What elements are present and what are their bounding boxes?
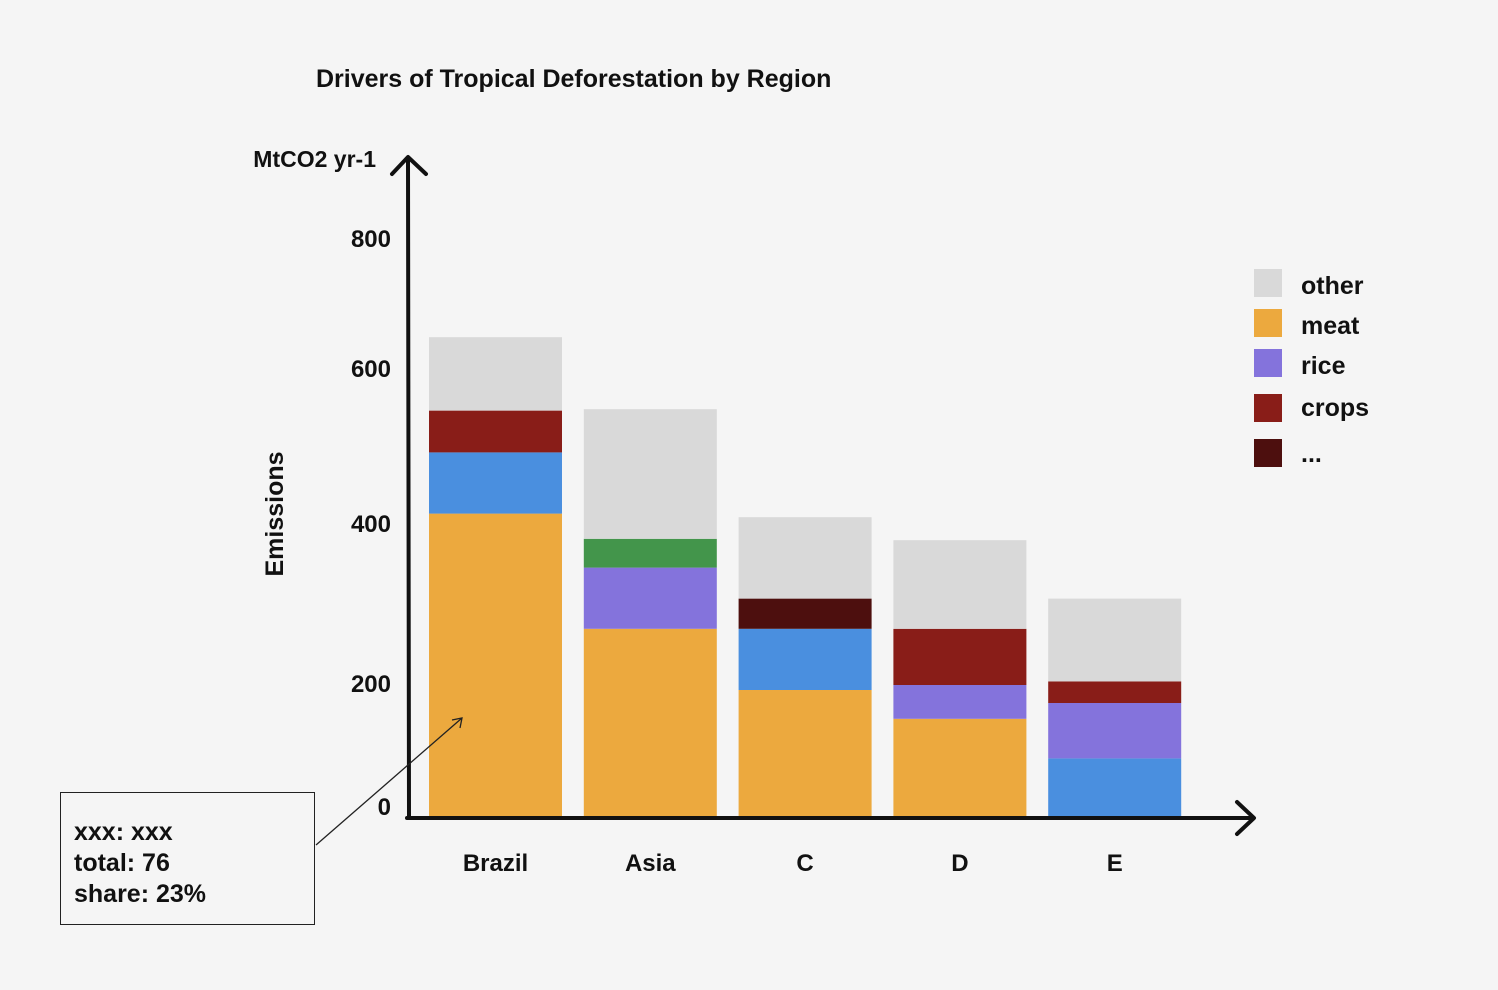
- tooltip-line-label: xxx: xxx: [74, 818, 173, 846]
- bar-segment-e-other[interactable]: [1048, 598, 1182, 682]
- bar-segment-e-rice[interactable]: [1048, 703, 1182, 759]
- legend-swatch: [1254, 349, 1282, 377]
- bar-group-asia: [583, 409, 717, 816]
- axes: [390, 155, 1256, 836]
- legend-item-meat: meat: [1254, 309, 1360, 340]
- x-tick-label-d: D: [951, 850, 968, 877]
- y-axis-unit: MtCO2 yr-1: [253, 146, 376, 172]
- legend-swatch: [1254, 394, 1282, 422]
- legend-label: crops: [1301, 394, 1369, 422]
- bar-group-d: [893, 540, 1027, 816]
- y-axis-line: [406, 158, 411, 820]
- x-tick-labels: Brazil Asia C D E: [463, 850, 1123, 877]
- y-tick-label-600: 600: [351, 356, 391, 383]
- bar-segment-c-meat[interactable]: [738, 690, 872, 816]
- y-tick-label-800: 800: [351, 226, 391, 253]
- annotation-leader: [315, 717, 463, 846]
- legend-item-crops: crops: [1254, 394, 1369, 422]
- x-tick-label-c: C: [796, 850, 813, 877]
- legend-label: ...: [1301, 440, 1322, 468]
- bar-segment-asia-series-4[interactable]: [583, 538, 717, 568]
- bar-segment-e-series-1[interactable]: [1048, 758, 1182, 816]
- y-tick-label-400: 400: [351, 511, 391, 538]
- y-tick-labels: 0 200 400 600 800: [351, 226, 391, 821]
- bar-group-brazil: [429, 337, 562, 816]
- bar-segment-d-other[interactable]: [893, 540, 1027, 629]
- legend-swatch: [1254, 439, 1282, 467]
- bar-segment-asia-other[interactable]: [583, 409, 717, 539]
- legend-label: meat: [1301, 312, 1360, 340]
- bar-segment-d-meat[interactable]: [893, 718, 1027, 816]
- legend-label: rice: [1301, 352, 1346, 380]
- bar-segment-c-other[interactable]: [738, 517, 872, 599]
- legend-swatch: [1254, 269, 1282, 297]
- legend-swatch: [1254, 309, 1282, 337]
- bar-segment-brazil-other[interactable]: [429, 337, 562, 411]
- bar-group-c: [738, 517, 872, 816]
- annotation-tooltip: xxx: xxx total: 76 share: 23%: [60, 792, 315, 925]
- bar-segment-d-crops[interactable]: [893, 628, 1027, 685]
- bar-segment-brazil-meat[interactable]: [429, 513, 562, 816]
- chart-title: Drivers of Tropical Deforestation by Reg…: [316, 65, 831, 93]
- bar-segment-asia-rice[interactable]: [583, 567, 717, 629]
- x-tick-label-brazil: Brazil: [463, 850, 528, 877]
- bar-group-e: [1048, 598, 1182, 816]
- annotation-leader-line: [315, 717, 463, 846]
- legend-item-rice: rice: [1254, 349, 1346, 380]
- bar-groups: [429, 337, 1182, 816]
- bar-segment-c-series-1[interactable]: [738, 628, 872, 690]
- bar-segment-brazil-crops[interactable]: [429, 410, 562, 453]
- legend-item-other: other: [1254, 269, 1364, 300]
- x-axis-arrow-icon: [1235, 800, 1256, 836]
- y-axis-arrow-icon: [390, 155, 428, 176]
- tooltip-line-total: total: 76: [74, 849, 170, 877]
- bar-segment-d-rice[interactable]: [893, 685, 1027, 719]
- bar-segment-e-crops[interactable]: [1048, 681, 1182, 703]
- x-tick-label-asia: Asia: [625, 850, 676, 877]
- y-axis-label: Emissions: [261, 451, 289, 576]
- legend-item-more: ...: [1254, 439, 1322, 468]
- legend: other meat rice crops...: [1254, 269, 1369, 468]
- x-tick-label-e: E: [1107, 850, 1123, 877]
- legend-label: other: [1301, 272, 1364, 300]
- y-tick-label-200: 200: [351, 671, 391, 698]
- y-tick-label-0: 0: [378, 794, 391, 821]
- bar-segment-brazil-series-1[interactable]: [429, 452, 562, 514]
- tooltip-line-share: share: 23%: [74, 880, 207, 908]
- annotation-arrowhead-icon: [451, 717, 463, 729]
- bar-segment-asia-meat[interactable]: [583, 628, 717, 816]
- bar-segment-c-series-5[interactable]: [738, 598, 872, 629]
